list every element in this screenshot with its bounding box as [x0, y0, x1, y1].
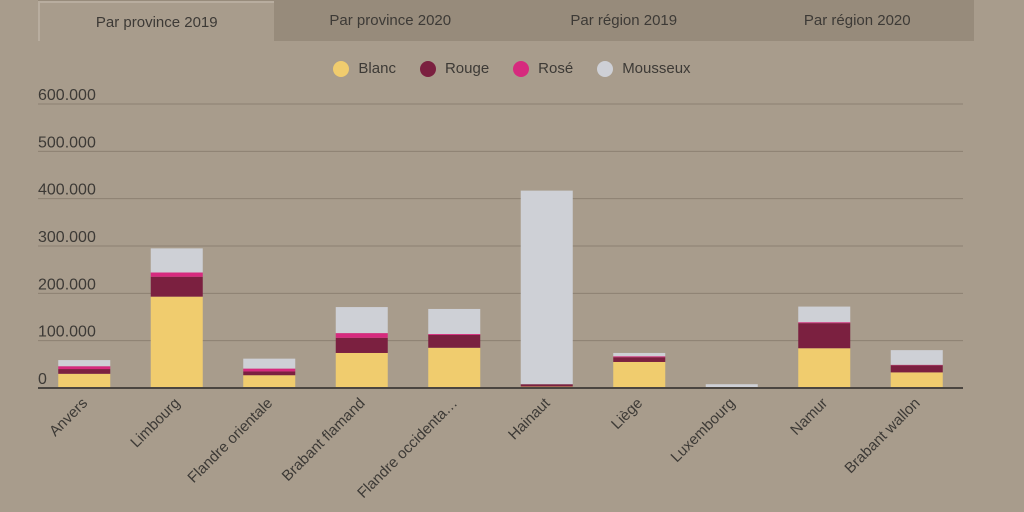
- tab-par-province-2020[interactable]: Par province 2020: [329, 12, 452, 29]
- y-tick-label: 300.000: [38, 229, 96, 246]
- y-tick-label: 400.000: [38, 182, 96, 199]
- y-tick-label: 200.000: [38, 276, 96, 293]
- tab-par-province-2019[interactable]: Par province 2019: [38, 1, 274, 41]
- bar-segment-mousseux: [243, 358, 296, 369]
- bar-segment-rose: [613, 356, 666, 358]
- bar-segment-rose: [243, 368, 296, 372]
- legend-dot-mousseux: [597, 60, 614, 77]
- legend-label-mousseux: Mousseux: [622, 60, 691, 77]
- x-tick-label: Brabant flamand: [279, 395, 369, 485]
- bar-segment-rouge: [428, 334, 481, 348]
- bar-segment-rouge: [243, 371, 296, 376]
- chart-legend: Blanc Rouge Rosé Mousseux: [0, 60, 1024, 77]
- legend-dot-rouge: [419, 60, 436, 77]
- bar-segment-rouge: [890, 365, 943, 373]
- bar-segment-mousseux: [150, 248, 203, 273]
- x-tick-label: Namur: [787, 395, 831, 439]
- bar-segment-mousseux: [798, 306, 851, 323]
- tab-par-region-2019[interactable]: Par région 2019: [570, 12, 678, 29]
- tab-bar: Par province 2019 Par province 2020 Par …: [38, 0, 974, 41]
- bar-segment-rouge: [798, 323, 851, 349]
- legend-label-rose: Rosé: [538, 60, 574, 77]
- legend-item-mousseux[interactable]: Mousseux: [597, 60, 691, 77]
- y-tick-label: 100.000: [38, 324, 96, 341]
- y-tick-label: 600.000: [38, 87, 96, 104]
- bar-segment-blanc: [243, 375, 296, 388]
- legend-item-rouge[interactable]: Rouge: [419, 60, 490, 77]
- bar-segment-rose: [150, 272, 203, 277]
- x-tick-label: Liège: [608, 395, 646, 433]
- bar-segment-blanc: [613, 361, 666, 388]
- legend-item-rose[interactable]: Rosé: [513, 60, 573, 77]
- bar-segment-mousseux: [890, 350, 943, 365]
- bar-segment-mousseux: [58, 360, 111, 367]
- bar-segment-blanc: [150, 296, 203, 388]
- x-tick-label: Hainaut: [505, 394, 554, 443]
- bar-segment-rouge: [150, 276, 203, 297]
- legend-label-blanc: Blanc: [358, 60, 396, 77]
- bar-segment-rouge: [58, 369, 111, 374]
- bar-segment-rose: [428, 334, 481, 335]
- x-tick-label: Flandre orientale: [184, 395, 276, 487]
- legend-item-blanc[interactable]: Blanc: [333, 60, 396, 77]
- bar-segment-rouge: [613, 357, 666, 362]
- legend-dot-blanc: [333, 60, 350, 77]
- bar-segment-rouge: [335, 337, 388, 353]
- y-tick-label: 0: [38, 371, 47, 388]
- x-tick-label: Anvers: [46, 395, 91, 440]
- bar-segment-rouge: [520, 384, 573, 387]
- bar-segment-rose: [798, 322, 851, 324]
- x-tick-label: Flandre occidenta…: [354, 395, 461, 502]
- bar-segment-mousseux: [613, 352, 666, 357]
- y-tick-label: 500.000: [38, 134, 96, 151]
- bar-segment-blanc: [890, 372, 943, 388]
- legend-label-rouge: Rouge: [444, 60, 490, 77]
- bar-segment-mousseux: [520, 190, 573, 385]
- x-tick-label: Luxembourg: [668, 395, 739, 466]
- x-tick-label: Brabant wallon: [841, 395, 923, 477]
- bar-segment-blanc: [428, 347, 481, 388]
- bar-segment-blanc: [335, 352, 388, 388]
- x-tick-label: Limbourg: [127, 395, 183, 451]
- bar-segment-mousseux: [428, 308, 481, 335]
- bar-segment-mousseux: [705, 384, 758, 388]
- bar-segment-rose: [335, 333, 388, 338]
- bar-segment-mousseux: [335, 307, 388, 334]
- bar-segment-blanc: [58, 373, 111, 388]
- bar-segment-blanc: [798, 348, 851, 388]
- bar-segment-rose: [58, 366, 111, 370]
- legend-dot-rose: [513, 60, 530, 77]
- tab-par-region-2020[interactable]: Par région 2020: [803, 12, 911, 29]
